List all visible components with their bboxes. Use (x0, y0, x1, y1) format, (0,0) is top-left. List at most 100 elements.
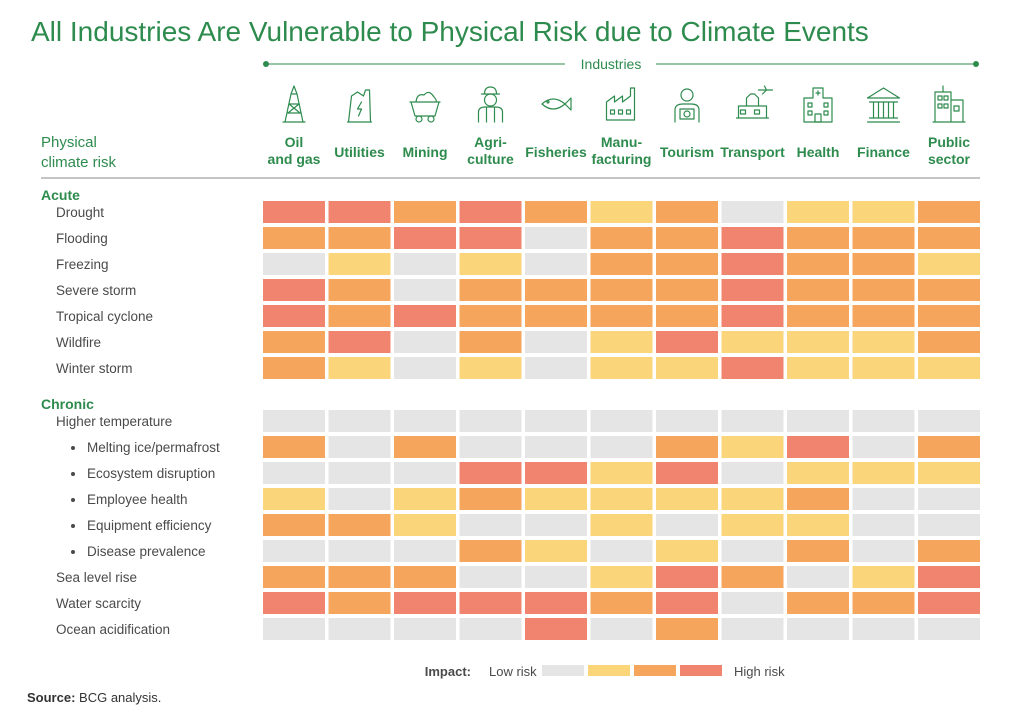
heatmap-cell (918, 227, 980, 249)
heatmap-cell (459, 410, 522, 432)
heatmap-cell (590, 253, 653, 275)
heatmap-cell (328, 227, 391, 249)
row-label: Equipment efficiency (87, 518, 212, 533)
heatmap-cell (852, 305, 915, 327)
heatmap-cell (590, 305, 653, 327)
heatmap-cell (394, 540, 456, 562)
heatmap-cell (852, 566, 915, 588)
heatmap-cell (918, 253, 980, 275)
heatmap-cell (590, 227, 653, 249)
row-label: Drought (56, 205, 104, 220)
heatmap-cell (394, 357, 456, 379)
column-label-7: Transport (720, 144, 785, 160)
heatmap-cell (918, 514, 980, 536)
row-label: Higher temperature (56, 414, 172, 429)
bullet-dot (71, 498, 75, 502)
industries-label: Industries (581, 56, 642, 72)
heatmap-cell (656, 514, 718, 536)
heatmap-cell (656, 357, 718, 379)
row-label: Melting ice/permafrost (87, 440, 220, 455)
heatmap-cell (263, 279, 325, 301)
chart-title: All Industries Are Vulnerable to Physica… (31, 16, 869, 47)
heatmap-cell (787, 331, 849, 353)
heatmap-cell (590, 279, 653, 301)
heatmap-cell (656, 201, 718, 223)
heatmap-cell (787, 592, 849, 614)
heatmap-cell (852, 462, 915, 484)
bullet-dot (71, 446, 75, 450)
heatmap-cell (721, 253, 784, 275)
hospital-icon (803, 87, 833, 123)
heatmap-cell (328, 514, 391, 536)
heatmap-cell (459, 462, 522, 484)
heatmap-cell (328, 436, 391, 458)
heatmap-cell (721, 618, 784, 640)
heatmap-cell (918, 410, 980, 432)
heatmap-cell (525, 305, 587, 327)
heatmap-cell (394, 331, 456, 353)
column-label-4: Fisheries (525, 144, 587, 160)
heatmap-cell (852, 357, 915, 379)
heatmap-cell (852, 253, 915, 275)
fish-icon (541, 97, 572, 111)
heatmap-cell (787, 618, 849, 640)
farmer-icon (477, 86, 504, 123)
heatmap-cell (525, 253, 587, 275)
heatmap-cell (394, 227, 456, 249)
column-label-2: Mining (402, 144, 447, 160)
heatmap-cell (459, 618, 522, 640)
heatmap-cell (328, 618, 391, 640)
heatmap-cell (525, 279, 587, 301)
heatmap-cell (263, 592, 325, 614)
heatmap-cell (459, 514, 522, 536)
heatmap-cell (263, 201, 325, 223)
heatmap-cell (721, 566, 784, 588)
bullet-dot (71, 524, 75, 528)
heatmap-cell (525, 201, 587, 223)
heatmap-cell (590, 540, 653, 562)
column-label-3: Agri- (474, 134, 507, 150)
column-label-9: Finance (857, 144, 910, 160)
heatmap-cell (787, 253, 849, 275)
row-label: Ocean acidification (56, 622, 170, 637)
heatmap-cell (590, 488, 653, 510)
legend-high-label: High risk (734, 664, 785, 679)
heatmap-cell (656, 279, 718, 301)
heatmap-cell (721, 540, 784, 562)
heatmap-cell (918, 201, 980, 223)
heatmap-cell (525, 540, 587, 562)
group-label: Chronic (41, 396, 94, 412)
column-label-5: facturing (592, 151, 652, 167)
heatmap-cell (918, 305, 980, 327)
heatmap-cell (459, 253, 522, 275)
column-label-3: culture (467, 151, 514, 167)
heatmap-cell (787, 566, 849, 588)
heatmap-cell (328, 462, 391, 484)
heatmap-cell (263, 514, 325, 536)
heatmap-cell (394, 201, 456, 223)
heatmap-cell (656, 331, 718, 353)
row-label: Tropical cyclone (56, 309, 153, 324)
heatmap-cell (394, 566, 456, 588)
heatmap-cell (852, 514, 915, 536)
industries-line-dot-right (973, 61, 979, 67)
heatmap-cell (394, 462, 456, 484)
heatmap-cell (721, 331, 784, 353)
heatmap-cell (590, 436, 653, 458)
heatmap-cell (787, 305, 849, 327)
heatmap-cell (656, 488, 718, 510)
heatmap-cell (590, 462, 653, 484)
heatmap-cell (852, 618, 915, 640)
heatmap-cell (918, 436, 980, 458)
heatmap-cell (328, 357, 391, 379)
heatmap-cell (394, 436, 456, 458)
heatmap-cell (459, 201, 522, 223)
heatmap-cell (263, 357, 325, 379)
heatmap-cell (263, 488, 325, 510)
industries-line-dot-left (263, 61, 269, 67)
heatmap-cell (787, 279, 849, 301)
row-label: Employee health (87, 492, 188, 507)
heatmap-cell (328, 592, 391, 614)
heatmap-cell (328, 279, 391, 301)
